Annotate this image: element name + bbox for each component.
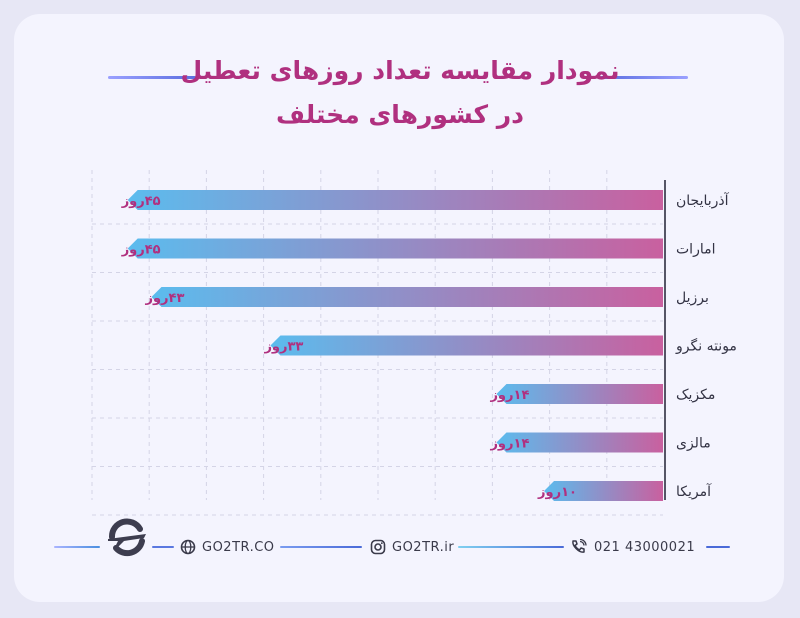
phone-link[interactable]: 021 43000021	[570, 536, 695, 558]
bar-value-label: ۴۵روز	[121, 243, 161, 258]
bar-4	[496, 384, 663, 404]
category-label: آذربایجان	[676, 192, 730, 209]
card-background	[14, 14, 784, 602]
bar-value-label: ۱۰روز	[537, 485, 577, 500]
chart-labels: ۴۵روز آذربایجان ۴۵روز امارات ۴۳روز برزیل ۳۳روز…	[121, 192, 737, 500]
instagram-text: GO2TR.ir	[392, 539, 455, 555]
category-label: برزیل	[676, 290, 709, 306]
bar-value-label: ۴۵روز	[121, 194, 161, 209]
bar-1	[127, 238, 663, 259]
logo	[104, 518, 150, 557]
bar-value-label: ۳۳روز	[263, 340, 303, 355]
instagram-link[interactable]: GO2TR.ir	[370, 536, 454, 558]
globe-icon	[180, 539, 196, 555]
website-text: GO2TR.CO	[202, 539, 275, 555]
bar-0	[127, 190, 663, 210]
bar-value-label: ۱۴روز	[489, 437, 529, 452]
footer-decor-line	[152, 546, 174, 548]
chart-bars	[127, 190, 663, 501]
bar-6	[544, 481, 663, 501]
category-label: مالزی	[676, 436, 711, 452]
chart-title-line1: نمودار مقایسه تعداد روزهای تعطیل	[180, 56, 620, 85]
title-decor-right	[600, 76, 688, 79]
title-decor-left	[108, 76, 196, 79]
footer-decor-line	[706, 546, 730, 548]
website-link[interactable]: GO2TR.CO	[180, 536, 275, 558]
category-label: مکزیک	[676, 387, 715, 403]
phone-icon	[572, 539, 587, 553]
chart-title-line2: در کشورهای مختلف	[276, 100, 524, 129]
category-label: مونته نگرو	[675, 338, 737, 355]
category-label: آمریکا	[676, 483, 712, 500]
bar-value-label: ۱۴روز	[489, 388, 529, 403]
airplane-logo-icon	[108, 518, 146, 557]
bar-2	[151, 287, 663, 307]
footer-decor-line	[54, 546, 100, 548]
footer-decor-line	[280, 546, 362, 548]
bar-5	[496, 432, 663, 453]
instagram-icon	[370, 539, 386, 555]
category-label: امارات	[676, 242, 715, 258]
footer-decor-line	[458, 546, 564, 548]
bar-3	[270, 335, 663, 356]
bar-value-label: ۴۳روز	[144, 291, 184, 306]
phone-text: 021 43000021	[594, 539, 696, 555]
